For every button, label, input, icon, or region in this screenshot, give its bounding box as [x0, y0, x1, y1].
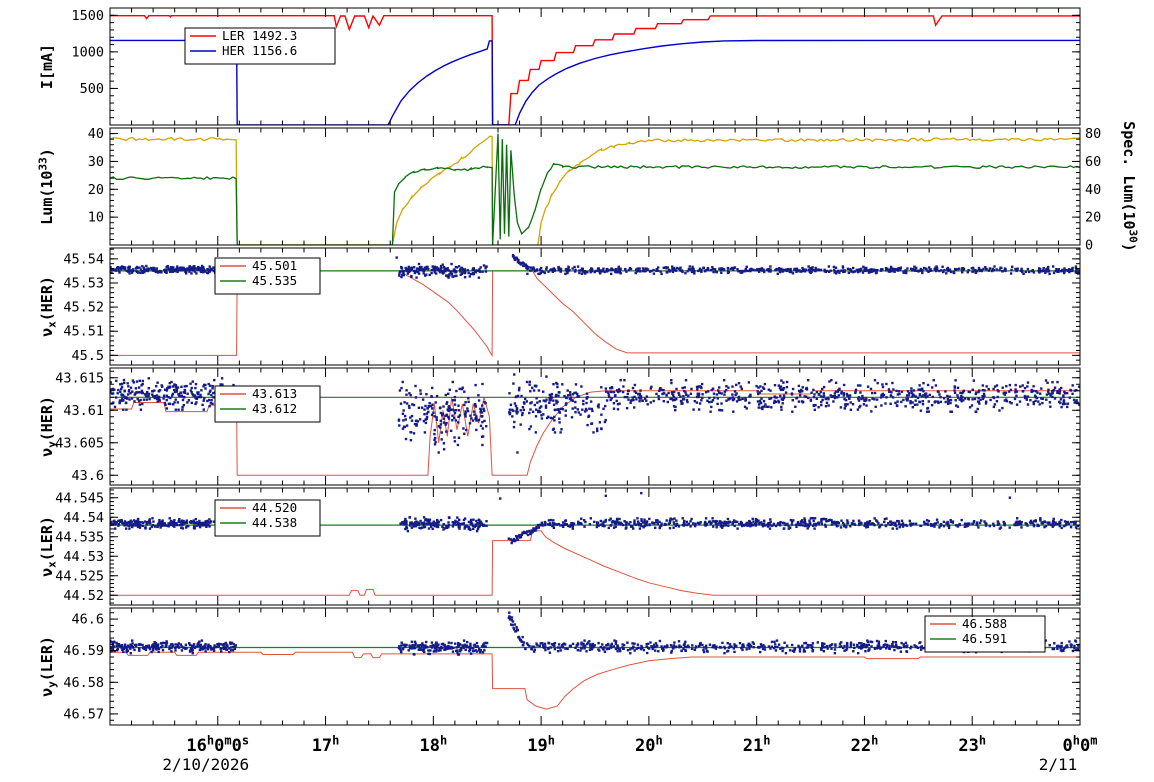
right-y-tick-label: 80	[1085, 126, 1101, 142]
panel-frame	[109, 127, 1081, 246]
x-tick-label: 21h	[743, 734, 771, 757]
y-tick-label: 30	[88, 154, 104, 170]
x-tick-label: 19h	[527, 734, 555, 757]
y-tick-label: 1500	[71, 8, 104, 24]
y-axis-label-nux-ler: νx(LER)	[38, 516, 59, 577]
legend-value: 45.535	[252, 273, 297, 288]
panel-frame	[109, 607, 1081, 726]
y-tick-label: 44.525	[55, 568, 104, 584]
y-tick-label: 43.61	[63, 403, 104, 419]
x-tick-label: 20h	[635, 734, 663, 757]
y-tick-label: 44.53	[63, 549, 104, 565]
y-tick-label: 43.6	[71, 468, 104, 484]
y-tick-label: 44.52	[63, 588, 104, 604]
y-tick-label: 43.615	[55, 370, 104, 386]
panel-frame	[109, 487, 1081, 606]
y-tick-label: 45.52	[63, 300, 104, 316]
y-tick-label: 43.605	[55, 435, 104, 451]
y-tick-label: 44.54	[63, 510, 104, 526]
y-tick-label: 46.6	[71, 612, 104, 628]
series-lum	[110, 135, 1080, 245]
legend-value: HER 1156.6	[222, 43, 297, 58]
legend-value: LER 1492.3	[222, 28, 297, 43]
y-tick-label: 10	[88, 210, 104, 226]
y-axis-label-nux-her: νx(HER)	[38, 276, 59, 337]
x-tick-label: 18h	[419, 734, 447, 757]
y-tick-label: 45.5	[71, 348, 104, 364]
legend-value: 46.591	[962, 631, 1007, 646]
right-y-tick-label: 40	[1085, 182, 1101, 198]
y-tick-label: 1000	[71, 44, 104, 60]
y-tick-label: 44.535	[55, 529, 104, 545]
y-tick-label: 45.51	[63, 324, 104, 340]
y-tick-label: 46.57	[63, 706, 104, 722]
series-nuy-her-measured	[110, 373, 1080, 454]
x-tick-label: 22h	[851, 734, 879, 757]
panel-frame	[109, 367, 1081, 486]
panel-frame	[109, 7, 1081, 126]
date-left-label: 2/10/2026	[162, 755, 249, 774]
y-tick-label: 500	[80, 81, 104, 97]
series-spec-lum	[110, 133, 1080, 245]
series-ler-current	[110, 14, 1080, 125]
x-tick-label: 23h	[958, 734, 986, 757]
legend-value: 46.588	[962, 616, 1007, 631]
y-axis-label-luminosity: Lum(1033)	[36, 148, 56, 224]
y-axis-label-nuy-ler: νy(LER)	[38, 636, 59, 697]
y-tick-label: 20	[88, 182, 104, 198]
series-her-current	[110, 39, 1080, 125]
panel-luminosity: 10 20 30 40 0 20 40 60 80 Spec. Lum(1030) Lum(1033…	[36, 121, 1139, 253]
panel-frame	[109, 247, 1081, 366]
y-tick-label: 45.54	[63, 251, 104, 267]
legend-value: 43.612	[252, 401, 297, 416]
y-tick-label: 45.53	[63, 275, 104, 291]
y-tick-label: 46.59	[63, 643, 104, 659]
right-y-tick-label: 0	[1085, 238, 1093, 254]
x-tick-label: 16h0m0s	[186, 734, 249, 757]
x-tick-label: 17h	[312, 734, 340, 757]
y-tick-label: 40	[88, 126, 104, 142]
x-tick-label: 0h0m	[1063, 734, 1098, 757]
legend-value: 44.538	[252, 515, 297, 530]
y-tick-label: 44.545	[55, 490, 104, 506]
legend-value: 45.501	[252, 258, 297, 273]
series-nux-her-measured	[110, 254, 1080, 279]
y-axis-label-nuy-her: νy(HER)	[38, 396, 59, 457]
right-y-tick-label: 60	[1085, 154, 1101, 170]
series-nux-ler-setpoint	[110, 530, 1080, 596]
right-axis-label: Spec. Lum(1030)	[1120, 121, 1140, 252]
date-right-label: 2/11	[1039, 755, 1078, 774]
series-nuy-ler-setpoint	[110, 651, 1080, 710]
legend-value: 43.613	[252, 386, 297, 401]
series-nux-her-setpoint	[110, 270, 1080, 358]
right-y-tick-label: 20	[1085, 210, 1101, 226]
legend-value: 44.520	[252, 500, 297, 515]
y-axis-label-beam-current: I[mA]	[38, 44, 56, 89]
y-tick-label: 46.58	[63, 675, 104, 691]
